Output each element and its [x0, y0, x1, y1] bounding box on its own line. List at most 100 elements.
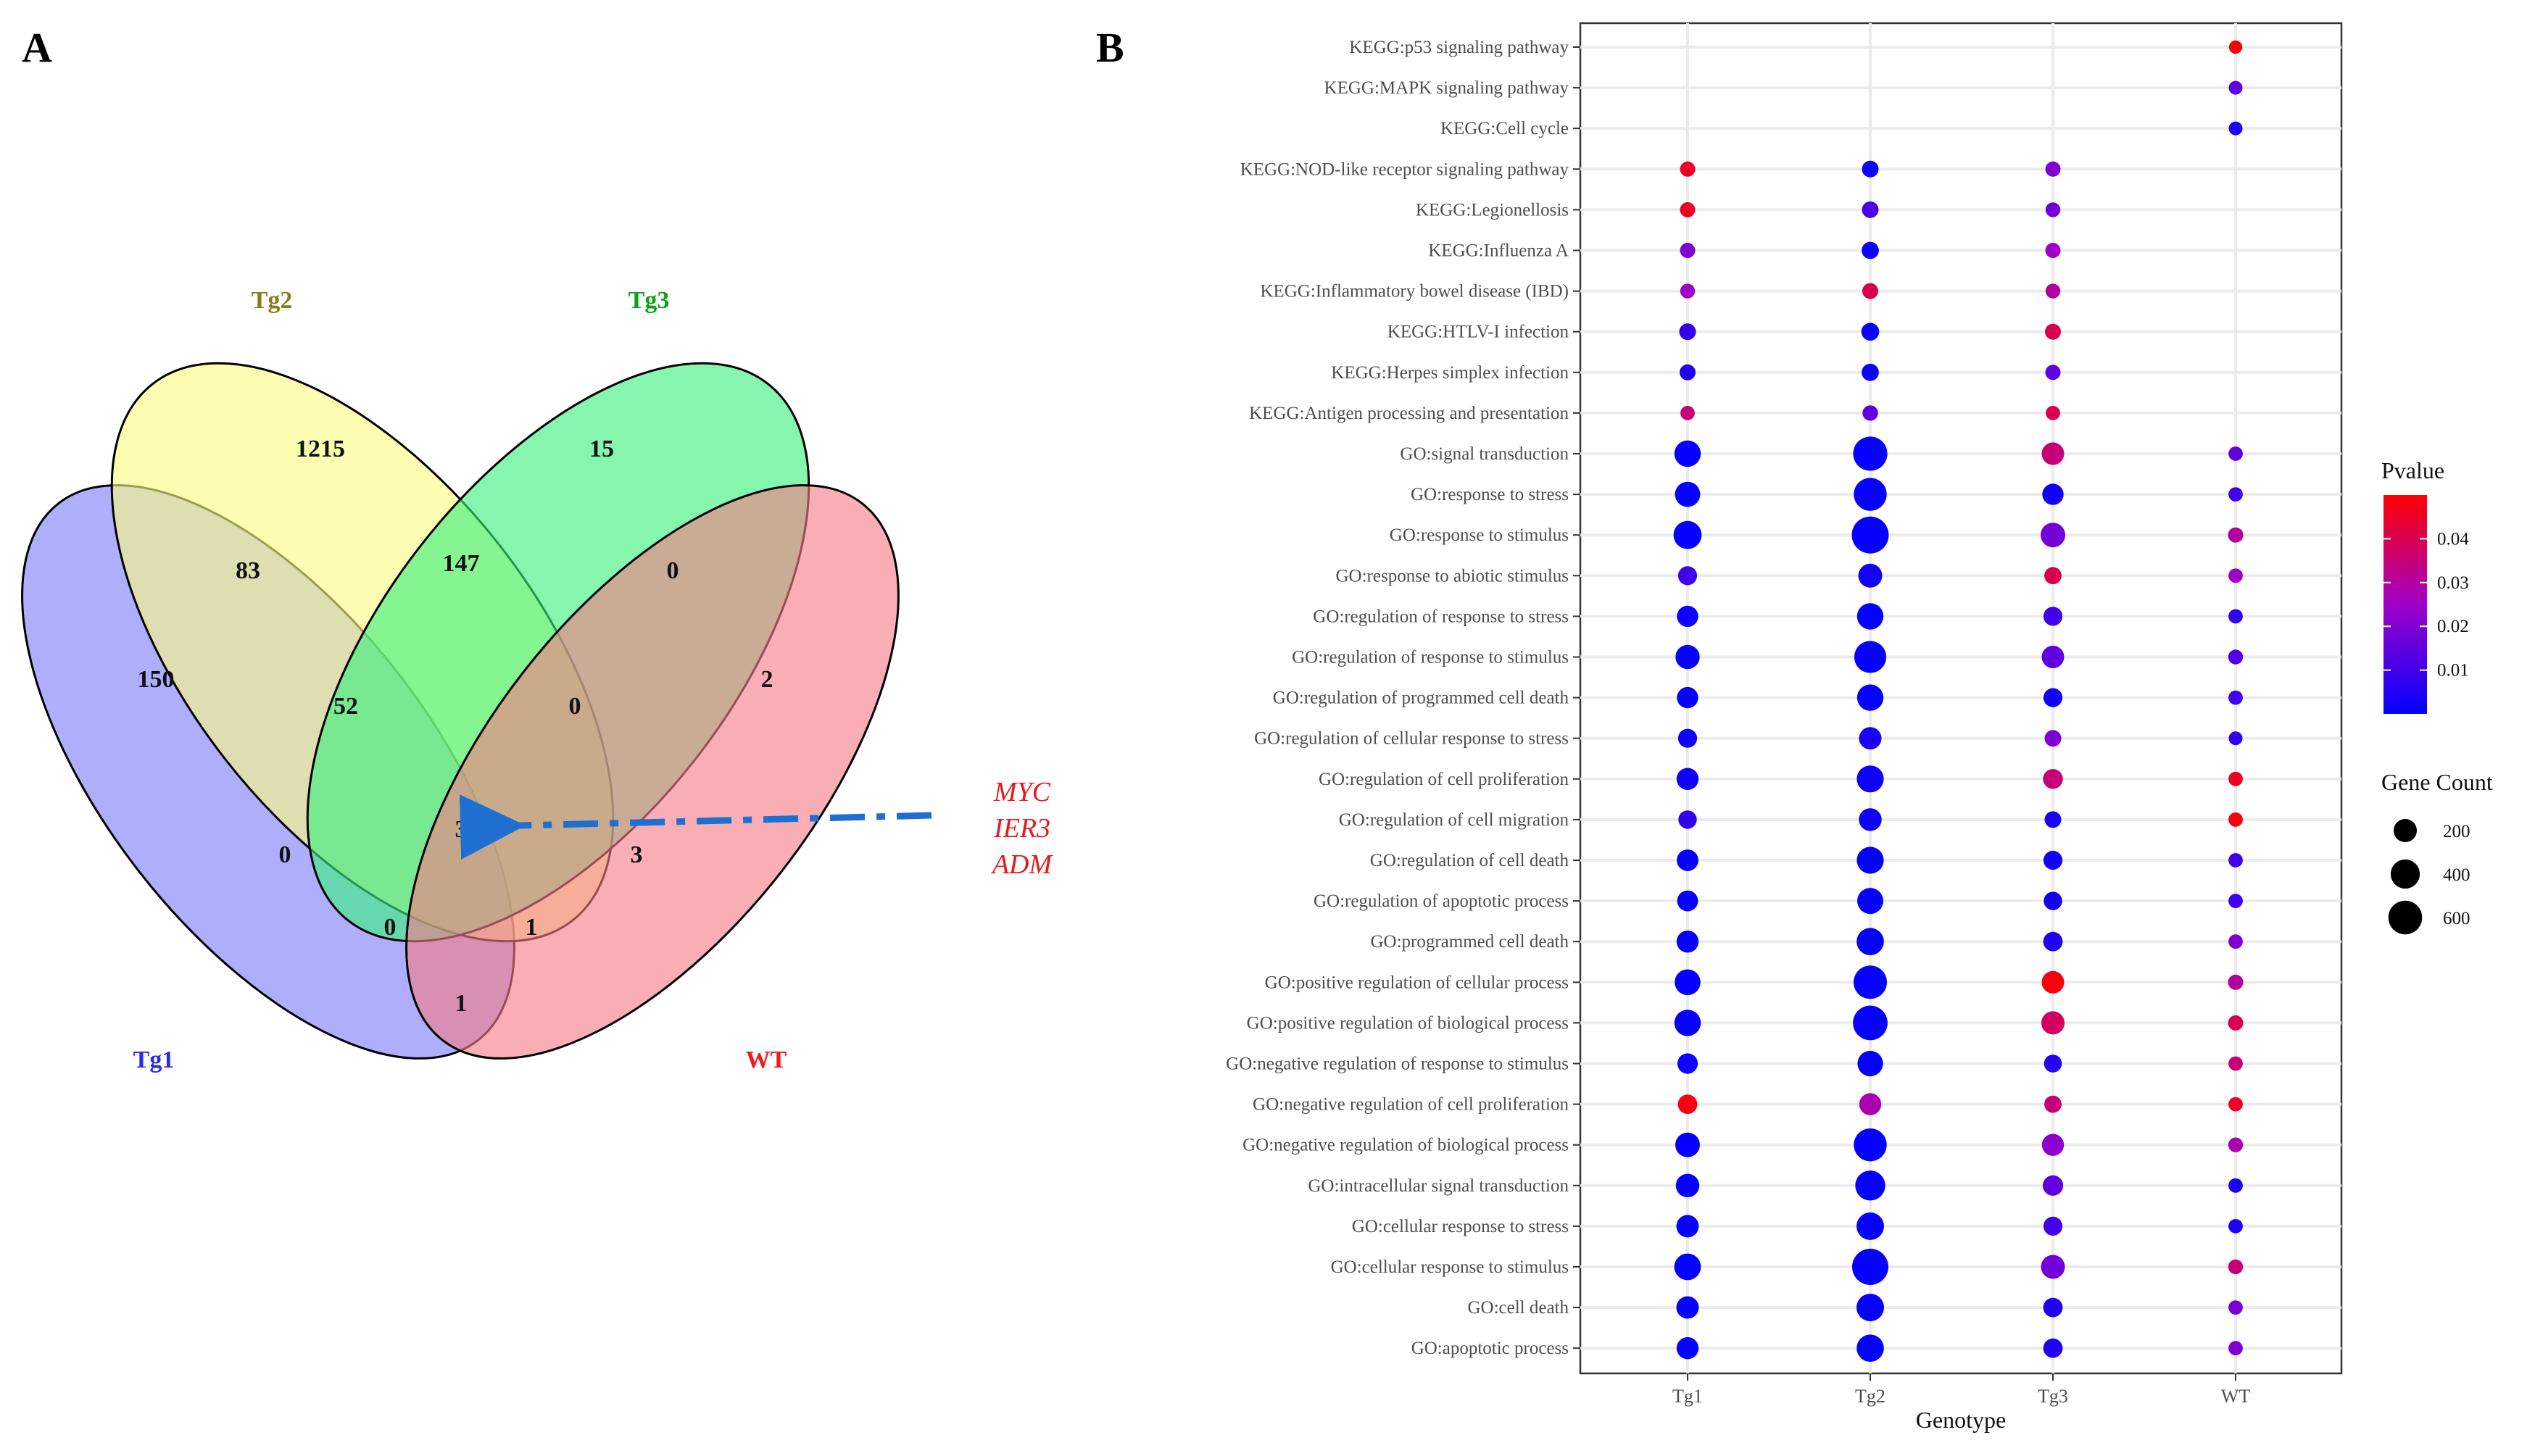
- genecount-legend-label: 400: [2443, 865, 2470, 885]
- y-tick-label: GO:positive regulation of biological pro…: [1247, 1013, 1569, 1033]
- dot-tg3: [2044, 811, 2062, 828]
- genecount-legend-dot: [2394, 819, 2417, 842]
- genecount-legend-dot: [2390, 859, 2420, 889]
- venn-count-wt: 2: [761, 666, 773, 693]
- dot-tg2: [1862, 160, 1879, 178]
- dot-plot: KEGG:p53 signaling pathway KEGG:MAPK sign…: [1226, 22, 2343, 1433]
- dot-tg2: [1859, 808, 1882, 831]
- y-tick-label: GO:regulation of cell proliferation: [1319, 770, 1569, 789]
- y-tick-label: GO:negative regulation of cell prolifera…: [1253, 1095, 1569, 1115]
- y-tick-label: GO:signal transduction: [1400, 444, 1569, 464]
- dot-tg3: [2044, 891, 2062, 910]
- y-tick-label: GO:positive regulation of cellular proce…: [1265, 973, 1569, 992]
- dot-wt: [2228, 934, 2243, 949]
- dot-tg2: [1856, 603, 1884, 630]
- dot-marks: [1673, 40, 2244, 1362]
- panel-a-letter: A: [22, 24, 52, 71]
- dot-tg2: [1854, 965, 1887, 999]
- dot-tg3: [2043, 688, 2063, 707]
- dot-wt: [2228, 771, 2243, 786]
- dot-tg2: [1857, 1050, 1883, 1077]
- dot-wt: [2228, 894, 2243, 908]
- dot-wt: [2228, 80, 2243, 95]
- dot-tg1: [1676, 767, 1699, 791]
- dot-tg1: [1680, 283, 1696, 299]
- venn-count-tg1-tg3: 0: [279, 841, 291, 868]
- y-tick-label: GO:response to stress: [1411, 485, 1569, 504]
- dot-tg1: [1680, 364, 1696, 380]
- genecount-legend-label: 200: [2443, 822, 2470, 841]
- dot-wt: [2228, 974, 2244, 990]
- dot-tg3: [2043, 850, 2063, 870]
- venn-count-tg2: 1215: [296, 436, 345, 462]
- dot-wt: [2228, 568, 2243, 583]
- dot-tg3: [2043, 1338, 2063, 1358]
- y-tick-label: GO:regulation of apoptotic process: [1314, 891, 1569, 911]
- pvalue-colorbar: [2383, 495, 2427, 714]
- dot-tg2: [1859, 1093, 1882, 1115]
- set-label-tg3: Tg3: [628, 287, 670, 314]
- y-tick-label: GO:programmed cell death: [1370, 932, 1569, 952]
- dot-tg1: [1675, 1132, 1700, 1157]
- y-tick-label: GO:response to stimulus: [1390, 525, 1569, 545]
- dot-tg1: [1675, 481, 1701, 507]
- dot-tg1: [1680, 243, 1696, 258]
- y-tick-label: GO:regulation of programmed cell death: [1273, 689, 1569, 708]
- x-tick-label: Tg3: [2038, 1386, 2068, 1407]
- panel-b-letter: B: [1096, 24, 1124, 71]
- dot-tg1: [1676, 1215, 1699, 1238]
- dot-tg2: [1856, 765, 1884, 793]
- dot-tg2: [1856, 846, 1884, 874]
- y-tick-label: KEGG:HTLV-I infection: [1387, 323, 1569, 342]
- y-tick-label: KEGG:p53 signaling pathway: [1349, 38, 1569, 57]
- y-tick-label: GO:cell death: [1467, 1298, 1569, 1318]
- dot-tg1: [1676, 931, 1699, 953]
- dot-tg2: [1853, 1005, 1888, 1041]
- dot-tg1: [1674, 440, 1701, 467]
- dot-tg3: [2041, 1133, 2065, 1156]
- x-axis-title: Genotype: [1916, 1407, 2006, 1433]
- dot-tg1: [1677, 1053, 1698, 1074]
- dot-tg2: [1856, 1334, 1884, 1362]
- dot-tg2: [1854, 478, 1887, 511]
- dot-tg1: [1677, 566, 1698, 586]
- dot-tg1: [1677, 728, 1698, 748]
- legend: Pvalue 0.04 0.03 0.02 0.01 Gene Count 200 40…: [2381, 457, 2493, 935]
- genecount-legend-label: 600: [2443, 909, 2470, 928]
- dot-wt: [2228, 1137, 2244, 1152]
- dot-tg3: [2043, 769, 2063, 789]
- y-tick-label: GO:cellular response to stimulus: [1331, 1257, 1569, 1277]
- x-tick-label: Tg2: [1855, 1386, 1885, 1407]
- dot-tg2: [1854, 1128, 1887, 1162]
- venn-count-tg1-wt: 1: [455, 990, 468, 1017]
- dot-tg3: [2042, 1175, 2064, 1196]
- dot-wt: [2228, 609, 2243, 624]
- venn-count-tg3: 15: [589, 436, 614, 462]
- y-tick-label: GO:regulation of cell migration: [1339, 810, 1569, 830]
- x-axis-labels: Tg1 Tg2 Tg3 WT: [1672, 1373, 2250, 1407]
- dot-tg1: [1680, 201, 1696, 217]
- dot-wt: [2228, 1219, 2243, 1234]
- y-tick-label: GO:negative regulation of biological pro…: [1242, 1136, 1569, 1155]
- genecount-legend-title: Gene Count: [2381, 769, 2493, 795]
- dot-tg2: [1861, 323, 1880, 341]
- venn-count-tg1-tg2-tg3: 52: [333, 693, 358, 720]
- dot-tg3: [2042, 483, 2064, 505]
- dot-tg3: [2045, 202, 2061, 217]
- dot-tg2: [1852, 1249, 1888, 1285]
- y-tick-label: KEGG:Antigen processing and presentation: [1249, 404, 1569, 423]
- y-tick-label: GO:regulation of response to stress: [1313, 607, 1569, 626]
- dot-tg2: [1854, 641, 1887, 673]
- dot-tg3: [2043, 607, 2063, 626]
- dot-tg3: [2044, 567, 2062, 585]
- dot-tg1: [1677, 605, 1698, 628]
- venn-count-tg2-tg3: 147: [443, 550, 480, 577]
- dot-tg2: [1862, 283, 1878, 299]
- genecount-legend-items: 200 400 600: [2388, 819, 2470, 935]
- y-tick-label: KEGG:Cell cycle: [1440, 119, 1569, 138]
- dot-tg3: [2045, 243, 2061, 258]
- y-tick-label: KEGG:Inflammatory bowel disease (IBD): [1260, 282, 1569, 301]
- dot-wt: [2228, 1097, 2243, 1112]
- dot-tg1: [1675, 969, 1701, 996]
